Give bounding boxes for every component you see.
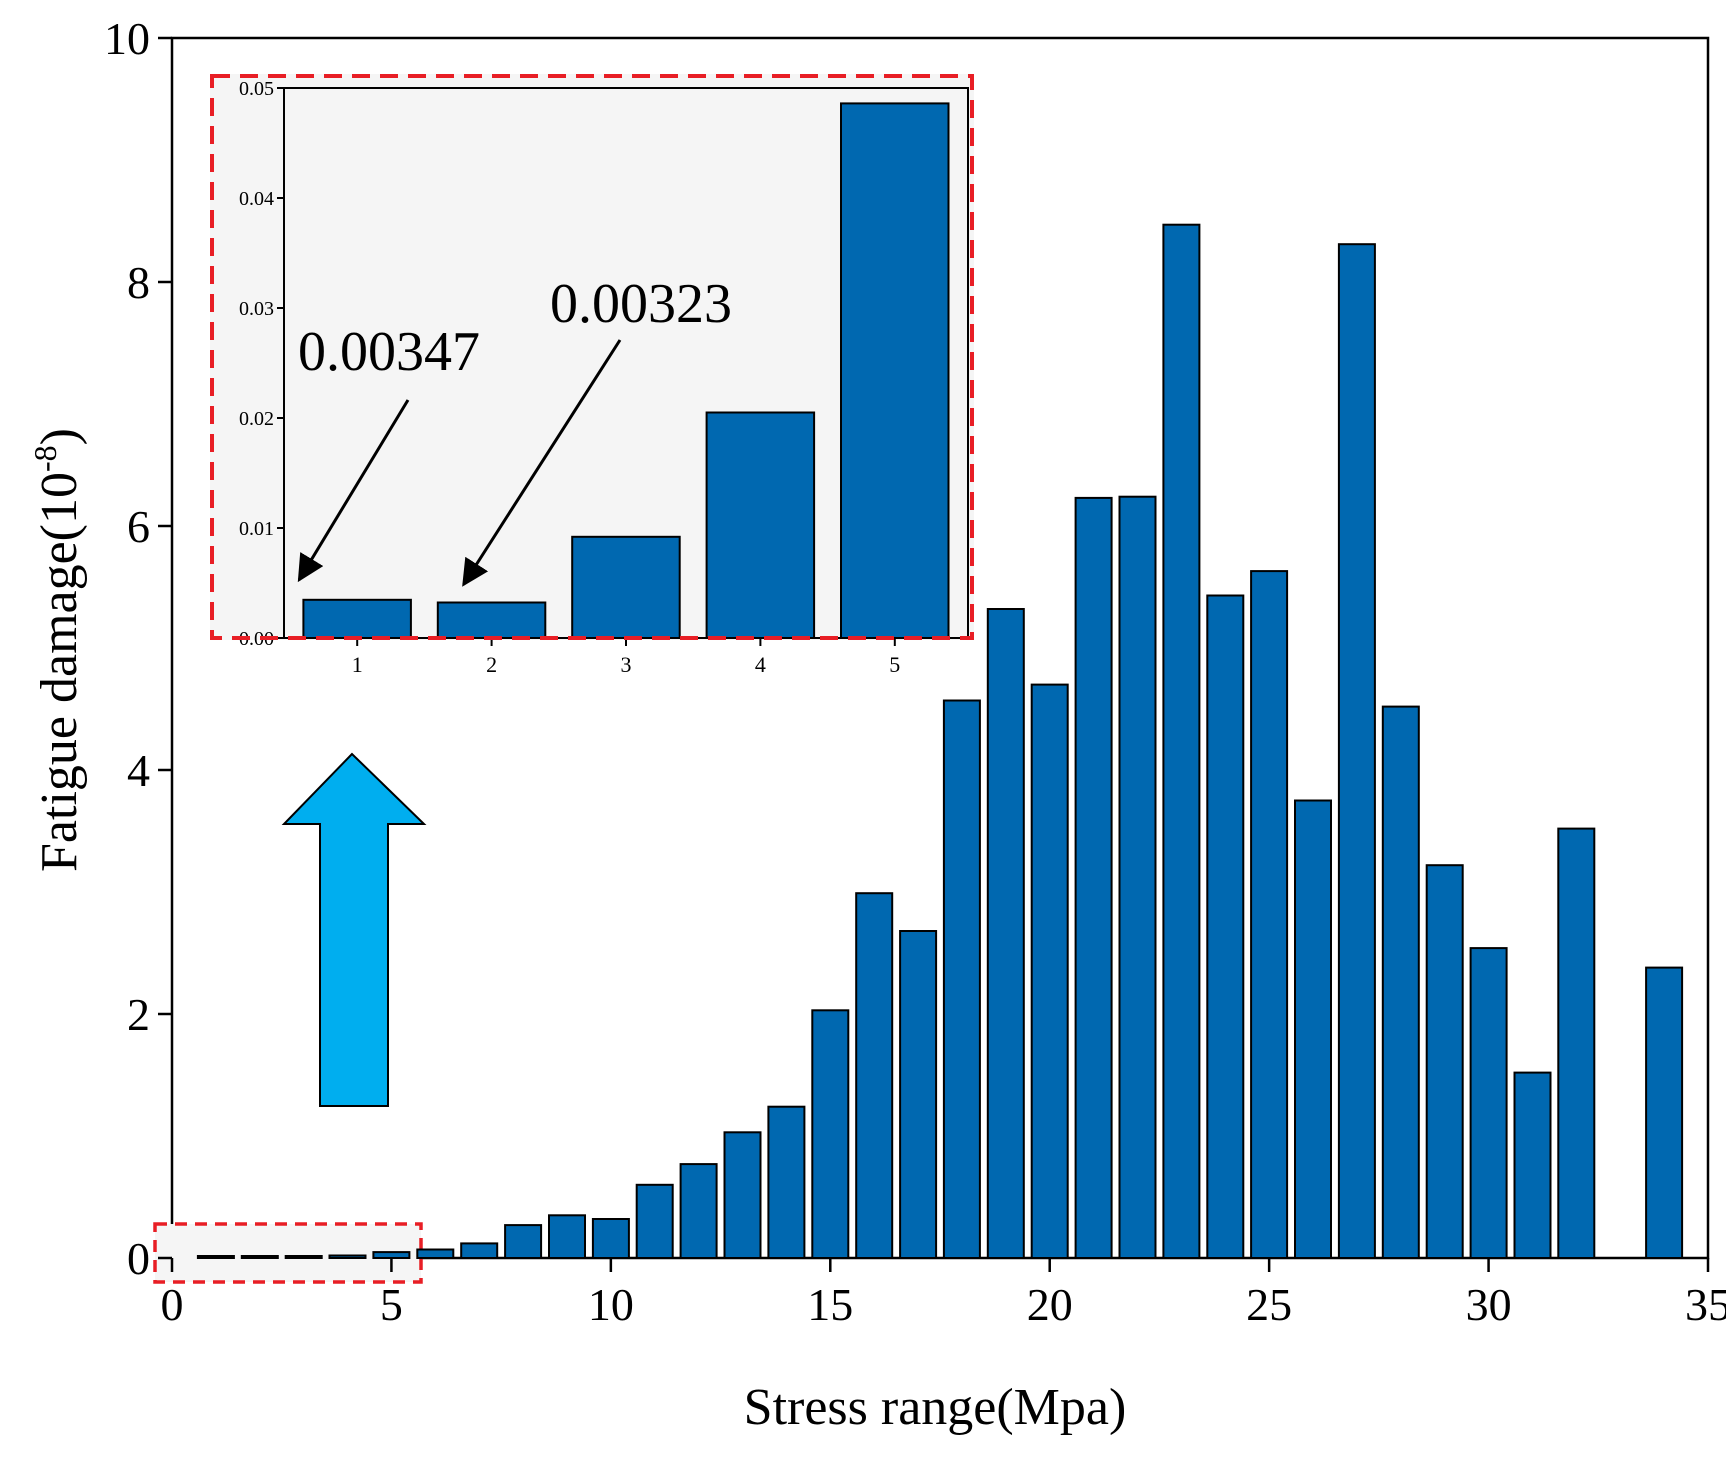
inset-y-tick-label-0.00: 0.00 (239, 628, 274, 650)
bar-stress-20 (1030, 683, 1069, 1259)
bar-stress-10 (591, 1218, 630, 1259)
bar-stress-25 (1250, 570, 1289, 1259)
y-tick-label-6: 6 (127, 501, 150, 552)
main-plot-frame (170, 36, 1710, 1260)
x-tick-label-35: 35 (1685, 1279, 1726, 1330)
y-tick-label-10: 10 (104, 13, 150, 64)
y-tick-label-8: 8 (127, 257, 150, 308)
bar-stress-18 (942, 699, 981, 1259)
inset-bar-1 (302, 598, 412, 639)
bar-stress-34 (1645, 966, 1684, 1259)
bar-stress-17 (899, 930, 938, 1259)
bar-stress-6 (416, 1248, 455, 1259)
inset-x-tick-label-4: 4 (755, 652, 766, 677)
bar-stress-15 (811, 1009, 850, 1259)
bar-stress-24 (1206, 594, 1245, 1259)
bar-stress-22 (1118, 495, 1157, 1259)
bar-stress-1 (196, 1255, 235, 1259)
bar-stress-23 (1162, 223, 1201, 1260)
inset-bar-2 (436, 601, 547, 639)
x-tick-label-0: 0 (161, 1279, 184, 1330)
bar-stress-14 (767, 1105, 806, 1259)
bar-stress-9 (548, 1214, 586, 1260)
zoom-up-arrow (281, 752, 427, 1107)
bar-stress-4 (328, 1254, 367, 1259)
inset-annotation-label-2: 0.00323 (550, 273, 732, 335)
inset-bar-5 (840, 102, 950, 639)
inset-annotation-arrow-1 (297, 399, 410, 583)
bar-stress-12 (679, 1163, 718, 1259)
x-tick-label-30: 30 (1466, 1279, 1512, 1330)
bar-stress-29 (1425, 864, 1464, 1259)
inset-bar-3 (571, 535, 681, 639)
bar-stress-16 (855, 892, 894, 1259)
inset-y-tick-label-0.01: 0.01 (239, 518, 274, 540)
x-tick-label-20: 20 (1027, 1279, 1073, 1330)
bar-stress-7 (460, 1242, 499, 1260)
y-axis-label: Fatigue damage(10-8) (27, 428, 88, 872)
y-axis-label-close: ) (31, 428, 88, 445)
bar-stress-3 (284, 1255, 323, 1259)
x-tick-label-5: 5 (380, 1279, 403, 1330)
bar-stress-32 (1557, 827, 1596, 1259)
bar-stress-5 (372, 1251, 411, 1259)
bar-stress-11 (635, 1183, 674, 1260)
inset-plot: 0.00 0.01 0.02 0.03 0.04 0.05 1 2 3 4 5 0.00347 0.… (210, 74, 974, 677)
inset-bar-4 (705, 411, 816, 639)
inset-y-tick-label-0.03: 0.03 (239, 298, 274, 320)
y-tick-label-4: 4 (127, 745, 150, 796)
inset-annotation-label-1: 0.00347 (298, 321, 480, 383)
x-tick-label-25: 25 (1246, 1279, 1292, 1330)
y-tick-label-0: 0 (127, 1233, 150, 1284)
x-tick-label-10: 10 (588, 1279, 634, 1330)
x-axis-label: Stress range(Mpa) (744, 1379, 1127, 1436)
inset-highlight-box (210, 74, 974, 640)
inset-x-tick-label-1: 1 (352, 652, 363, 677)
y-axis-label-text: Fatigue damage(10 (31, 472, 88, 872)
bar-stress-19 (986, 608, 1025, 1259)
inset-x-tick-label-5: 5 (889, 652, 900, 677)
inset-y-tick-label-0.05: 0.05 (239, 78, 274, 100)
bar-stress-2 (240, 1255, 279, 1259)
y-axis-label-exponent: -8 (27, 445, 63, 472)
bar-stress-8 (504, 1224, 543, 1259)
bar-stress-13 (723, 1131, 762, 1260)
inset-x-tick-label-3: 3 (621, 652, 632, 677)
inset-x-tick-label-2: 2 (486, 652, 497, 677)
bar-stress-26 (1294, 799, 1332, 1259)
bar-stress-21 (1074, 496, 1113, 1259)
inset-y-tick-label-0.04: 0.04 (239, 188, 274, 210)
inset-annotation-arrow-2 (462, 339, 622, 587)
bar-stress-27 (1337, 243, 1376, 1259)
y-tick-label-2: 2 (127, 989, 150, 1040)
bar-stress-31 (1513, 1071, 1552, 1259)
inset-y-tick-label-0.02: 0.02 (239, 408, 274, 430)
bar-stress-30 (1469, 947, 1508, 1259)
bar-stress-28 (1381, 705, 1420, 1259)
x-tick-label-15: 15 (807, 1279, 853, 1330)
